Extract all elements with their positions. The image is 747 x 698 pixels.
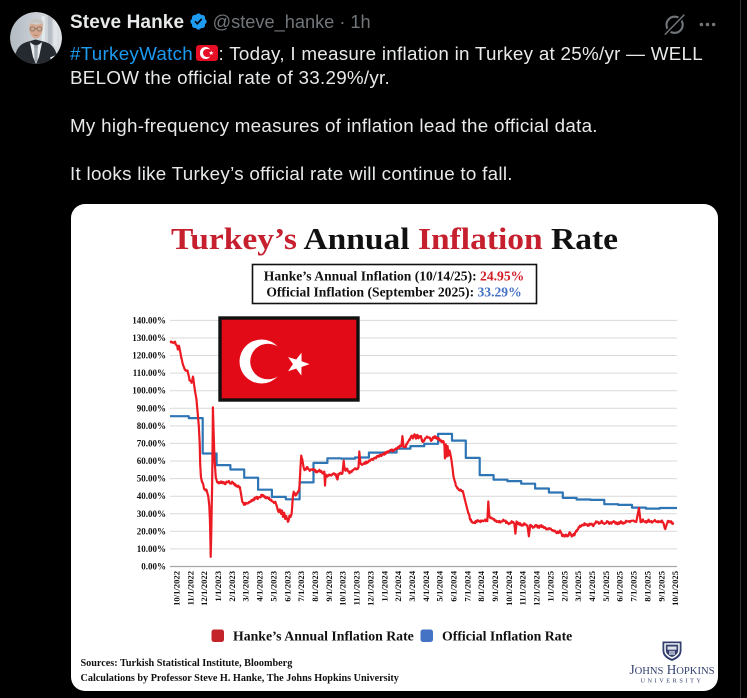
svg-text:5/1/2025: 5/1/2025 [601, 571, 611, 602]
svg-text:3/1/2024: 3/1/2024 [407, 570, 417, 601]
svg-text:Official Inflation (September: Official Inflation (September 2025): 33.… [266, 285, 521, 301]
svg-text:JOHNS HOPKINS: JOHNS HOPKINS [629, 662, 714, 677]
svg-text:Calculations by Professor Stev: Calculations by Professor Steve H. Hanke… [81, 673, 399, 684]
svg-text:10/1/2023: 10/1/2023 [338, 571, 348, 606]
svg-text:Hanke’s Annual Inflation Rate: Hanke’s Annual Inflation Rate [233, 629, 414, 644]
svg-text:Hanke’s Annual Inflation (10/1: Hanke’s Annual Inflation (10/14/25): 24.… [264, 269, 524, 285]
svg-text:4/1/2023: 4/1/2023 [255, 571, 265, 602]
svg-text:120.00%: 120.00% [132, 351, 166, 361]
svg-text:140.00%: 140.00% [132, 315, 166, 325]
svg-text:7/1/2024: 7/1/2024 [462, 570, 472, 601]
svg-text:11/1/2023: 11/1/2023 [352, 571, 362, 605]
svg-text:9/1/2024: 9/1/2024 [490, 570, 500, 601]
svg-text:UNIVERSITY: UNIVERSITY [640, 678, 703, 685]
svg-text:30.00%: 30.00% [137, 509, 166, 519]
svg-text:2/1/2024: 2/1/2024 [393, 570, 403, 601]
svg-text:130.00%: 130.00% [132, 333, 166, 343]
svg-text:1/1/2025: 1/1/2025 [545, 571, 555, 602]
svg-text:50.00%: 50.00% [137, 474, 166, 484]
svg-text:Official Inflation Rate: Official Inflation Rate [442, 629, 572, 644]
svg-text:11/1/2024: 11/1/2024 [518, 570, 528, 605]
svg-text:10.00%: 10.00% [137, 544, 166, 554]
svg-text:5/1/2024: 5/1/2024 [435, 570, 445, 601]
svg-text:Sources: Turkish Statistical I: Sources: Turkish Statistical Institute, … [81, 658, 293, 669]
svg-text:3/1/2023: 3/1/2023 [241, 571, 251, 602]
svg-text:3/1/2025: 3/1/2025 [573, 571, 583, 602]
svg-text:2/1/2025: 2/1/2025 [559, 571, 569, 602]
svg-text:80.00%: 80.00% [137, 421, 166, 431]
svg-text:40.00%: 40.00% [137, 491, 166, 501]
svg-text:11/1/2022: 11/1/2022 [185, 571, 195, 605]
svg-text:8/1/2025: 8/1/2025 [642, 571, 652, 602]
svg-text:4/1/2024: 4/1/2024 [421, 570, 431, 601]
svg-text:1/1/2023: 1/1/2023 [213, 571, 223, 602]
svg-text:10/1/2022: 10/1/2022 [172, 571, 182, 606]
svg-text:2/1/2023: 2/1/2023 [227, 571, 237, 602]
svg-text:12/1/2023: 12/1/2023 [365, 571, 375, 606]
svg-text:10/1/2024: 10/1/2024 [504, 570, 514, 606]
svg-text:90.00%: 90.00% [137, 403, 166, 413]
svg-text:10/1/2025: 10/1/2025 [670, 571, 680, 606]
svg-text:8/1/2024: 8/1/2024 [476, 570, 486, 601]
svg-text:6/1/2025: 6/1/2025 [615, 571, 625, 602]
svg-text:70.00%: 70.00% [137, 438, 166, 448]
svg-text:Turkey’s Annual Inflation Rate: Turkey’s Annual Inflation Rate [171, 221, 618, 256]
svg-text:20.00%: 20.00% [137, 526, 166, 536]
svg-text:12/1/2024: 12/1/2024 [532, 570, 542, 606]
svg-text:12/1/2022: 12/1/2022 [199, 571, 209, 606]
svg-text:7/1/2023: 7/1/2023 [296, 571, 306, 602]
svg-text:1/1/2024: 1/1/2024 [379, 570, 389, 601]
svg-text:0.00%: 0.00% [141, 562, 166, 572]
svg-text:60.00%: 60.00% [137, 456, 166, 466]
svg-text:9/1/2025: 9/1/2025 [656, 571, 666, 602]
svg-text:4/1/2025: 4/1/2025 [587, 571, 597, 602]
svg-text:7/1/2025: 7/1/2025 [629, 571, 639, 602]
svg-text:100.00%: 100.00% [132, 386, 166, 396]
svg-text:6/1/2023: 6/1/2023 [282, 571, 292, 602]
svg-text:8/1/2023: 8/1/2023 [310, 571, 320, 602]
svg-text:110.00%: 110.00% [133, 368, 166, 378]
svg-text:6/1/2024: 6/1/2024 [449, 570, 459, 601]
svg-text:9/1/2023: 9/1/2023 [324, 571, 334, 602]
svg-text:5/1/2023: 5/1/2023 [268, 571, 278, 602]
